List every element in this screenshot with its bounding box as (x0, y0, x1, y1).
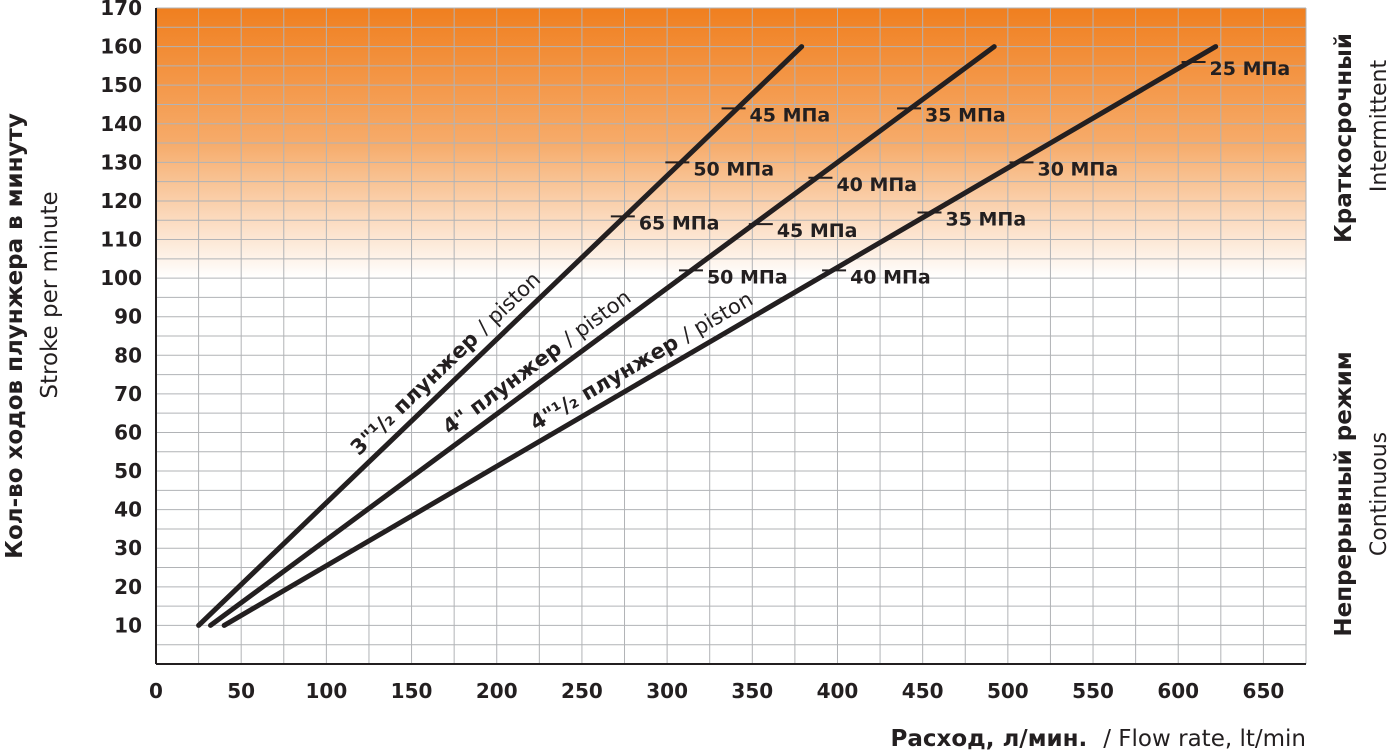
x-axis-label-main: Расход, л/мин. (890, 726, 1087, 752)
x-tick-label: 400 (817, 679, 859, 703)
y-tick-label: 160 (100, 35, 142, 59)
x-tick-label: 0 (149, 679, 163, 703)
y-tick-label: 170 (100, 0, 142, 20)
y-tick-label: 60 (114, 420, 142, 444)
y-tick-label: 20 (114, 575, 142, 599)
series-line (196, 44, 805, 628)
zone-intermittent-label: Краткосрочный (1331, 33, 1357, 243)
x-tick-label: 50 (227, 679, 255, 703)
pressure-mark-label: 40 МПа (836, 174, 917, 196)
zone-intermittent-sub-label: Intermittent (1367, 60, 1391, 193)
x-tick-label: 500 (987, 679, 1029, 703)
pressure-mark-label: 50 МПа (693, 158, 774, 180)
series-line (221, 44, 1219, 628)
x-tick-label: 450 (902, 679, 944, 703)
x-tick-label: 550 (1072, 679, 1114, 703)
grid (155, 7, 1307, 665)
pressure-marks: 65 МПа 50 МПа 45 МПа 50 МПа 45 МПа 40 МПа 35 М… (610, 58, 1291, 288)
x-tick-label: 150 (391, 679, 433, 703)
zone-continuous-sub-label: Continuous (1367, 432, 1391, 556)
pressure-mark-label: 35 МПа (925, 104, 1006, 126)
x-tick-label: 300 (646, 679, 688, 703)
zone-continuous-label: Непрерывный режим (1331, 351, 1357, 636)
y-tick-label: 120 (100, 189, 142, 213)
series-line (208, 44, 997, 628)
x-tick-label: 100 (305, 679, 347, 703)
pressure-mark-label: 25 МПа (1210, 58, 1291, 80)
y-axis-label-sub: Stroke per minute (37, 191, 63, 398)
y-tick-label: 90 (114, 305, 142, 329)
pressure-mark-label: 65 МПа (639, 212, 720, 234)
y-tick-label: 70 (114, 382, 142, 406)
axes (155, 8, 1306, 665)
x-axis-label-sub: / Flow rate, lt/min (1103, 726, 1306, 752)
x-tick-label: 650 (1243, 679, 1285, 703)
pressure-mark-label: 45 МПа (777, 220, 858, 242)
pressure-mark-label: 50 МПа (707, 266, 788, 288)
pressure-mark-label: 35 МПа (945, 209, 1026, 231)
y-tick-label: 10 (114, 613, 142, 637)
y-tick-labels: 10 20 30 40 50 60 70 80 90 100 110 120 130 140 150 160 1… (100, 0, 142, 637)
x-tick-label: 200 (476, 679, 518, 703)
x-tick-label: 350 (731, 679, 773, 703)
x-tick-label: 600 (1157, 679, 1199, 703)
x-tick-labels: 0 50 100 150 200 250 300 350 400 450 500 550 600 650 (149, 679, 1284, 703)
y-tick-label: 150 (100, 73, 142, 97)
y-tick-label: 110 (100, 228, 142, 252)
y-tick-label: 80 (114, 343, 142, 367)
pressure-mark-label: 40 МПа (850, 266, 931, 288)
x-tick-label: 250 (561, 679, 603, 703)
y-tick-label: 30 (114, 536, 142, 560)
pressure-mark-label: 30 МПа (1037, 158, 1118, 180)
y-tick-label: 100 (100, 266, 142, 290)
y-tick-label: 130 (100, 150, 142, 174)
x-axis-title: Расход, л/мин. / Flow rate, lt/min (890, 726, 1306, 752)
y-tick-label: 40 (114, 498, 142, 522)
pressure-mark-label: 45 МПа (750, 104, 831, 126)
y-axis-label-main: Кол-во ходов плунжера в минуту (2, 113, 28, 559)
y-tick-label: 50 (114, 459, 142, 483)
y-tick-label: 140 (100, 112, 142, 136)
series-lines (196, 44, 1219, 628)
